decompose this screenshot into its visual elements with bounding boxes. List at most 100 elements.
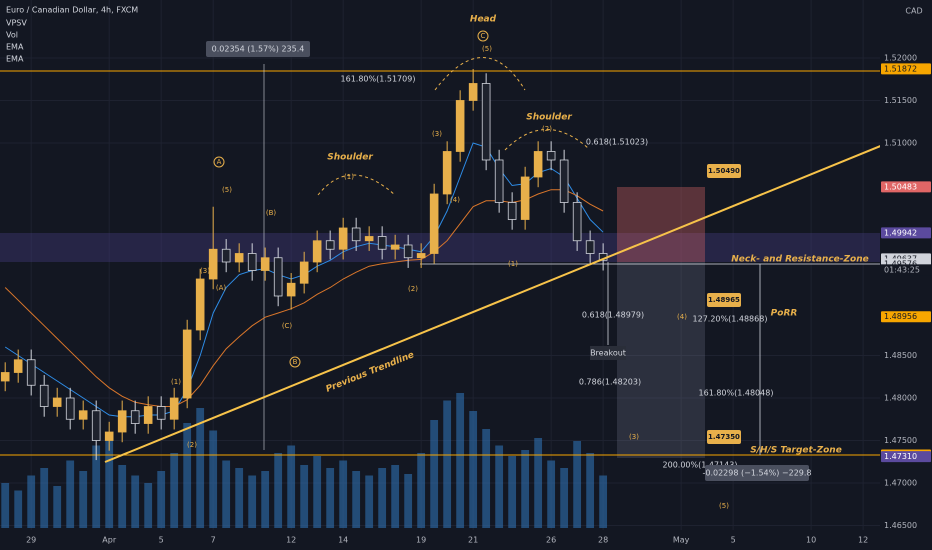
volume-bar xyxy=(66,460,75,528)
label-box xyxy=(705,465,809,481)
candle-body xyxy=(247,253,257,271)
volume-bar xyxy=(417,453,426,528)
volume-bar xyxy=(170,453,179,528)
candle-body xyxy=(533,151,543,178)
y-tick-label: 1.46500 xyxy=(884,521,917,530)
candle-body xyxy=(273,257,283,297)
volume-bar xyxy=(404,474,413,528)
volume-bar xyxy=(1,483,10,528)
indicator: EMA xyxy=(6,43,24,52)
price-tag-label: 1.49576 xyxy=(884,260,917,269)
x-tick-label: 7 xyxy=(211,536,216,545)
volume-bar xyxy=(40,468,49,528)
volume-bar xyxy=(287,445,296,528)
annotation: (4) xyxy=(677,313,687,321)
annotation: 0.618(1.48979) xyxy=(582,311,644,320)
volume-bar xyxy=(274,453,283,528)
candle-body xyxy=(78,410,88,420)
annotation: Neck- and Resistance-Zone xyxy=(731,255,868,265)
y-tick-label: 1.47500 xyxy=(884,436,917,445)
price-tag xyxy=(881,451,931,463)
x-tick-label: 12 xyxy=(858,536,868,545)
x-tick-label: 5 xyxy=(159,536,164,545)
volume-bar xyxy=(469,411,478,528)
annotation: 161.80%(1.51709) xyxy=(341,75,416,84)
volume-bar xyxy=(586,453,595,528)
annotation: (4) xyxy=(450,196,460,204)
annotation: (5) xyxy=(482,45,492,53)
annotation: (2) xyxy=(187,441,197,449)
candle-body xyxy=(13,359,23,373)
volume-bar xyxy=(79,471,88,528)
volume-bar xyxy=(378,468,387,528)
indicator: VPSV xyxy=(6,19,27,28)
wave-circle xyxy=(289,356,301,368)
x-tick-label: 19 xyxy=(416,536,426,545)
price-tag-label: 1.48956 xyxy=(884,312,917,321)
annotation: 1.47350 xyxy=(708,433,740,441)
candle-body xyxy=(364,236,374,242)
candle-body xyxy=(390,244,400,250)
annotation: 0.786(1.48203) xyxy=(579,378,641,387)
candle-body xyxy=(455,100,465,152)
price-tag xyxy=(881,181,931,193)
x-tick-label: 5 xyxy=(731,536,736,545)
annotation: (2) xyxy=(408,285,418,293)
volume-bar xyxy=(209,430,218,528)
candle-body xyxy=(416,253,426,259)
volume-bar xyxy=(300,465,309,528)
price-tag-label: 1.51872 xyxy=(884,64,917,73)
x-tick-label: 12 xyxy=(286,536,296,545)
candle-body xyxy=(494,159,504,203)
x-tick-label: 21 xyxy=(468,536,478,545)
indicator: Vol xyxy=(6,31,18,40)
reward-box xyxy=(617,262,705,458)
candle-body xyxy=(143,406,153,424)
candle-body xyxy=(221,248,231,263)
candle-body xyxy=(520,176,530,220)
annotation: PoRR xyxy=(771,309,798,319)
candle-body xyxy=(156,406,166,420)
volume-bar xyxy=(482,429,491,528)
y-tick-label: 1.48500 xyxy=(884,351,917,360)
candle-body xyxy=(286,282,296,297)
axis: 29 Apr 5 7 12 14 19 21 26 28 May 5 10 12 1.46500 1.4700… xyxy=(26,53,931,545)
volume-bar xyxy=(144,483,153,528)
x-tick-label: 26 xyxy=(546,536,556,545)
annotation: (1) xyxy=(508,260,518,268)
annotation: 1.48965 xyxy=(708,296,740,304)
volume-bar xyxy=(599,475,608,528)
price-tag-label: 1.49942 xyxy=(884,228,917,237)
candle-body xyxy=(468,83,478,101)
label-box xyxy=(707,293,741,307)
annotation: (1) xyxy=(344,173,354,181)
x-tick-label: 29 xyxy=(26,536,36,545)
volume-bar xyxy=(248,475,257,528)
currency: CAD xyxy=(905,7,922,16)
trendline xyxy=(104,124,932,463)
candle-body xyxy=(403,244,413,259)
volume-bar xyxy=(456,393,465,528)
volume-bar xyxy=(131,475,140,528)
candle-body xyxy=(117,410,127,433)
volume-bar xyxy=(235,468,244,528)
volume-bar xyxy=(443,400,452,528)
y-tick-label: 1.52000 xyxy=(884,53,917,62)
volume-bar xyxy=(157,471,166,528)
y-tick-label: 1.51500 xyxy=(884,96,917,105)
candle-body xyxy=(208,248,218,280)
volume-bar xyxy=(521,450,530,528)
volume-bar xyxy=(105,438,114,528)
annotation: Shoulder xyxy=(327,153,373,163)
countdown-box xyxy=(881,264,931,276)
x-tick-label: 28 xyxy=(598,536,608,545)
volume-bar xyxy=(183,423,192,528)
volume-bar xyxy=(534,438,543,528)
volume-bar xyxy=(495,445,504,528)
annotation: (B) xyxy=(266,209,277,217)
candle-body xyxy=(130,410,140,424)
x-tick-label: May xyxy=(673,536,690,545)
candle-body xyxy=(52,397,62,407)
